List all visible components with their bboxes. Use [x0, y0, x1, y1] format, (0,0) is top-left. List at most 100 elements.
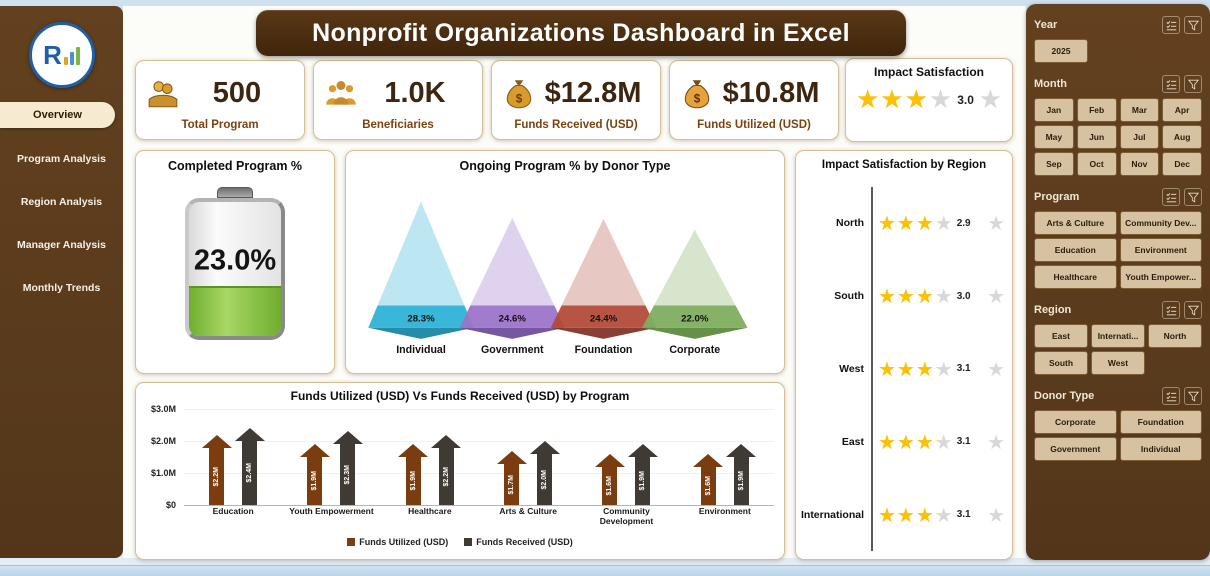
- pyramid-pct-label: 24.4%: [590, 314, 618, 325]
- slicer-button-healthcare[interactable]: Healthcare: [1034, 265, 1117, 289]
- slicer-button-apr[interactable]: Apr: [1162, 98, 1202, 122]
- arrow-head-icon: [431, 434, 462, 448]
- battery-gauge: 23.0%: [185, 187, 285, 340]
- legend-item-funds-received-usd: Funds Received (USD): [464, 537, 573, 547]
- pyramid-foundation: 24.4% Foundation: [550, 218, 657, 356]
- slicer-button-dec[interactable]: Dec: [1162, 152, 1202, 176]
- sidebar: R Overview Program Analysis Region Analysi…: [0, 6, 123, 558]
- sidebar-item-region-analysis[interactable]: Region Analysis: [20, 196, 103, 208]
- arrow-bar-funds-utilized-usd: $1.9M: [398, 444, 429, 505]
- region-label: International: [800, 508, 864, 521]
- kpi-card-funds-utilized-usd: $ $10.8M Funds Utilized (USD): [669, 60, 839, 140]
- pyramid-category-label: Individual: [396, 344, 446, 356]
- rating-value: 3.1: [956, 509, 971, 521]
- slicer-button-west[interactable]: West: [1091, 351, 1145, 375]
- slicer-button-government[interactable]: Government: [1034, 437, 1117, 461]
- funds-comparison-card: Funds Utilized (USD) Vs Funds Received (…: [135, 382, 785, 560]
- slicer-button-jun[interactable]: Jun: [1076, 125, 1117, 149]
- impact-stars: ★★★★★★★★3.0 ★: [852, 87, 1006, 113]
- slicer-button-may[interactable]: May: [1034, 125, 1074, 149]
- slicer-button-arts-culture[interactable]: Arts & Culture: [1034, 211, 1117, 235]
- bar-value-label: $1.7M: [508, 474, 516, 495]
- sidebar-item-program-analysis[interactable]: Program Analysis: [17, 153, 106, 165]
- slicer-button-east[interactable]: East: [1034, 324, 1088, 348]
- slicer-button-aug[interactable]: Aug: [1162, 125, 1202, 149]
- arrow-bar-funds-received-usd: $1.9M: [627, 444, 658, 505]
- star-rating: ★★★★★★★★: [878, 502, 954, 527]
- slicer-button-south[interactable]: South: [1034, 351, 1088, 375]
- sidebar-item-manager-analysis[interactable]: Manager Analysis: [17, 239, 106, 251]
- region-stars: ★★★★★★★★3.0 ★: [871, 259, 1006, 333]
- multi-select-icon[interactable]: [1162, 75, 1180, 93]
- slicer-button-education[interactable]: Education: [1034, 238, 1117, 262]
- kpi-label: Beneficiaries: [362, 119, 434, 131]
- slicer-buttons: Arts & Culture Community Dev... Education E…: [1034, 211, 1202, 289]
- y-axis: $3.0M $2.0M $1.0M $0: [140, 404, 180, 510]
- clear-filter-icon[interactable]: [1184, 301, 1202, 319]
- slicer-button-north[interactable]: North: [1148, 324, 1202, 348]
- multi-select-icon[interactable]: [1162, 387, 1180, 405]
- arrow-head-icon: [201, 434, 232, 448]
- impact-satisfaction-card: Impact Satisfaction ★★★★★★★★3.0 ★: [845, 58, 1013, 142]
- slicer-donor-type: Donor Type Corporate Foundation Government I…: [1034, 387, 1202, 461]
- slicer-button-feb[interactable]: Feb: [1076, 98, 1117, 122]
- slicer-button-individual[interactable]: Individual: [1119, 437, 1202, 461]
- slicer-button-nov[interactable]: Nov: [1119, 152, 1160, 176]
- sidebar-item-overview[interactable]: Overview: [0, 102, 115, 128]
- kpi-card-total-program: 500 Total Program: [135, 60, 305, 140]
- bottom-strip: [0, 565, 1210, 576]
- slicer-button-internati[interactable]: Internati...: [1091, 324, 1145, 348]
- category-label: Environment: [698, 506, 751, 516]
- chart-title: Impact Satisfaction by Region: [821, 159, 987, 171]
- slicer-button-youth-empower[interactable]: Youth Empower...: [1119, 265, 1202, 289]
- region-rating-chart: North★★★★★★★★2.9★South★★★★★★★★3.0★West★★…: [800, 187, 1006, 551]
- pyramid-pct-label: 24.6%: [499, 314, 527, 325]
- region-stars: ★★★★★★★★2.9 ★: [871, 187, 1006, 260]
- legend-swatch: [347, 538, 356, 546]
- clear-filter-icon[interactable]: [1184, 188, 1202, 206]
- slicer-title: Program: [1034, 191, 1080, 203]
- pyramid-category-label: Corporate: [669, 344, 720, 356]
- category-label: Community Development: [599, 506, 654, 526]
- multi-select-icon[interactable]: [1162, 16, 1180, 34]
- arrow-bar-funds-received-usd: $1.9M: [726, 444, 757, 505]
- slicer-button-jul[interactable]: Jul: [1119, 125, 1160, 149]
- battery-body: 23.0%: [185, 198, 285, 340]
- rating-value: 3.0: [956, 290, 971, 302]
- category-label: Youth Empowerment: [289, 506, 374, 516]
- slicer-button-2025[interactable]: 2025: [1034, 39, 1088, 63]
- slicer-button-mar[interactable]: Mar: [1119, 98, 1160, 122]
- bar-value-label: $2.3M: [344, 464, 352, 485]
- region-row-east: East ★★★★★★★★3.1 ★: [800, 405, 1006, 479]
- clear-filter-icon[interactable]: [1184, 75, 1202, 93]
- slicer-button-jan[interactable]: Jan: [1034, 98, 1074, 122]
- svg-text:$: $: [694, 92, 701, 105]
- bar-value-label: $2.4M: [246, 463, 254, 483]
- star-rating: ★★★★★★★★: [878, 284, 954, 309]
- slicer-button-sep[interactable]: Sep: [1034, 152, 1074, 176]
- logo-letter: R: [43, 40, 62, 70]
- slicer-button-community-dev[interactable]: Community Dev...: [1119, 211, 1202, 235]
- arrow-head-icon: [693, 453, 724, 467]
- kpi-value: $10.8M: [722, 77, 820, 109]
- clear-filter-icon[interactable]: [1184, 387, 1202, 405]
- multi-select-icon[interactable]: [1162, 188, 1180, 206]
- slicer-button-foundation[interactable]: Foundation: [1119, 410, 1202, 434]
- chart-title: Ongoing Program % by Donor Type: [459, 159, 671, 173]
- region-label: South: [834, 290, 864, 303]
- clear-filter-icon[interactable]: [1184, 16, 1202, 34]
- bar-value-label: $2.2M: [442, 466, 450, 487]
- slicer-button-corporate[interactable]: Corporate: [1034, 410, 1117, 434]
- kpi-label: Funds Utilized (USD): [697, 119, 811, 131]
- kpi-value: $12.8M: [544, 77, 642, 109]
- arrow-bar-funds-utilized-usd: $1.6M: [693, 453, 724, 505]
- multi-select-icon[interactable]: [1162, 301, 1180, 319]
- sidebar-item-monthly-trends[interactable]: Monthly Trends: [22, 282, 101, 294]
- rating-value: 3.1: [956, 363, 971, 375]
- slicer-button-environment[interactable]: Environment: [1119, 238, 1202, 262]
- legend-swatch: [464, 538, 473, 546]
- kpi-card-beneficiaries: 1.0K Beneficiaries: [313, 60, 483, 140]
- y-axis-tick: $0: [165, 500, 176, 510]
- arrow-head-icon: [332, 431, 363, 445]
- slicer-button-oct[interactable]: Oct: [1076, 152, 1117, 176]
